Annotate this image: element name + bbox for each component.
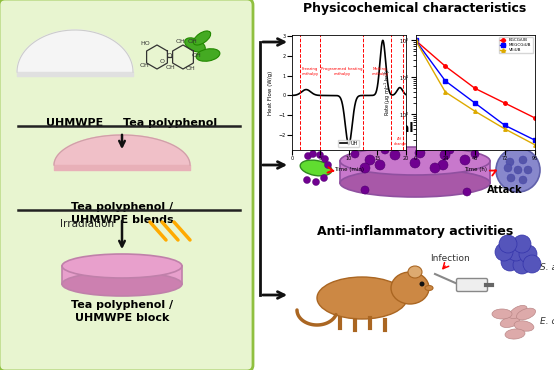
Circle shape [310,151,316,158]
Circle shape [507,174,515,182]
Circle shape [381,146,389,154]
Ellipse shape [317,277,407,319]
Circle shape [519,245,537,263]
Ellipse shape [62,254,182,278]
Text: O: O [166,53,172,59]
Text: E. coli: E. coli [540,317,554,326]
Text: Irradiation: Irradiation [60,219,114,229]
Circle shape [390,150,400,160]
Text: Tea polyphenol: Tea polyphenol [123,118,217,128]
Circle shape [513,235,531,253]
Circle shape [360,163,370,173]
Ellipse shape [340,169,490,197]
Text: Attack: Attack [312,142,348,152]
Circle shape [496,148,540,192]
Ellipse shape [184,38,206,52]
Ellipse shape [505,329,525,339]
Circle shape [305,152,311,159]
Text: ΔH
change: ΔH change [393,137,406,146]
Text: Melting
enthalpy: Melting enthalpy [371,67,388,76]
Polygon shape [17,30,133,72]
Text: HO: HO [140,41,150,46]
Ellipse shape [391,272,429,304]
Circle shape [506,158,514,166]
Ellipse shape [509,305,527,319]
Text: Infection: Infection [430,254,470,263]
Circle shape [415,148,425,158]
Text: Programmed heating
enthalpy: Programmed heating enthalpy [321,67,363,76]
Text: Tea polyphenol /
UHMWPE block: Tea polyphenol / UHMWPE block [71,300,173,323]
Circle shape [361,186,369,194]
Circle shape [321,175,327,182]
Circle shape [519,156,527,164]
Text: Anti-inflammatory activities: Anti-inflammatory activities [317,225,513,238]
Legend: UH: UH [338,139,360,147]
Circle shape [438,160,448,170]
Circle shape [440,150,450,160]
Circle shape [513,256,531,274]
Circle shape [501,253,519,271]
Text: OH: OH [188,39,198,44]
FancyBboxPatch shape [0,0,253,370]
Y-axis label: Rate ($\mu$g ml$^{-1}$ h$^{-1}$): Rate ($\mu$g ml$^{-1}$ h$^{-1}$) [383,69,393,116]
Text: Physicochemical characteristics: Physicochemical characteristics [304,2,527,15]
Text: OH: OH [186,66,196,71]
Circle shape [471,150,479,158]
Polygon shape [54,135,190,165]
Ellipse shape [193,31,211,45]
Circle shape [524,166,532,174]
Circle shape [495,243,513,261]
FancyBboxPatch shape [456,279,488,292]
Circle shape [523,255,541,273]
Circle shape [410,158,420,168]
Ellipse shape [62,272,182,296]
X-axis label: Time (min): Time (min) [334,166,364,172]
Circle shape [375,160,385,170]
Text: UHMWPE: UHMWPE [47,118,104,128]
Text: O: O [160,59,165,64]
Ellipse shape [300,160,332,176]
Ellipse shape [196,49,220,61]
Circle shape [519,176,527,184]
X-axis label: Time (h): Time (h) [464,166,486,172]
Y-axis label: Heat Flow (W/g): Heat Flow (W/g) [268,70,273,115]
Circle shape [463,188,471,196]
Circle shape [351,150,359,158]
Circle shape [325,161,331,168]
Circle shape [365,155,375,165]
Text: Attack: Attack [487,185,523,195]
Circle shape [507,243,525,261]
Circle shape [304,176,310,184]
Text: S. aureus: S. aureus [540,263,554,272]
Bar [62,266,182,284]
Text: Freezing
enthalpy: Freezing enthalpy [301,67,319,76]
Text: OH: OH [175,39,185,44]
Ellipse shape [425,286,433,290]
Ellipse shape [408,266,422,278]
Legend: EGCGiUB, MEGCGiUB, VEiUB: EGCGiUB, MEGCGiUB, VEiUB [499,37,532,53]
Circle shape [312,178,320,185]
Text: OH: OH [140,63,150,68]
Circle shape [419,282,424,286]
Text: Tea polyphenol /
UHMWPE blends: Tea polyphenol / UHMWPE blends [71,202,173,225]
Circle shape [446,146,454,154]
Text: OH: OH [165,65,175,70]
Circle shape [504,164,512,172]
Bar [340,161,490,183]
Circle shape [321,155,329,162]
Ellipse shape [340,147,490,175]
Circle shape [316,151,324,158]
Circle shape [460,155,470,165]
Circle shape [499,235,517,253]
Ellipse shape [516,308,536,320]
Ellipse shape [514,321,534,331]
Text: Antibacterial performance: Antibacterial performance [322,122,507,135]
Circle shape [430,163,440,173]
Ellipse shape [492,309,512,319]
Circle shape [514,166,522,174]
Text: OH: OH [192,53,202,58]
Ellipse shape [500,316,520,327]
